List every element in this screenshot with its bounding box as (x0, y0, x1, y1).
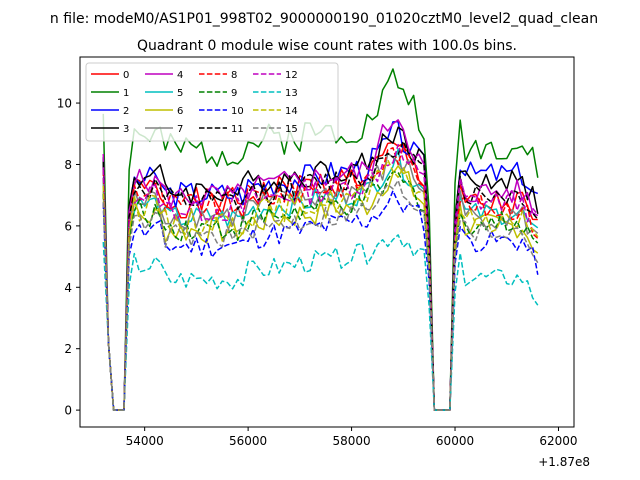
x-tick-label: 54000 (126, 434, 164, 448)
legend-label-11: 11 (231, 124, 244, 135)
legend-label-9: 9 (231, 88, 237, 99)
series-line-13 (102, 234, 539, 411)
chart-title: Quadrant 0 module wise count rates with … (137, 38, 517, 54)
x-tick-label: 60000 (436, 434, 474, 448)
legend-label-15: 15 (285, 124, 298, 135)
series-line-11 (102, 140, 539, 411)
y-tick-label: 4 (64, 281, 72, 295)
x-tick-label: 58000 (332, 434, 370, 448)
legend-label-0: 0 (123, 70, 129, 81)
legend-label-6: 6 (177, 106, 183, 117)
x-axis: 54000 56000 58000 60000 62000 (126, 427, 578, 448)
legend-label-1: 1 (123, 88, 129, 99)
legend-label-4: 4 (177, 70, 183, 81)
y-tick-label: 2 (64, 342, 72, 356)
y-tick-label: 8 (64, 158, 72, 172)
y-tick-label: 6 (64, 219, 72, 233)
series-line-9 (102, 170, 539, 411)
series-line-7 (102, 152, 539, 411)
legend-label-3: 3 (123, 124, 129, 135)
series-line-3 (102, 126, 539, 411)
y-tick-label: 0 (64, 404, 72, 418)
plot-frame (79, 56, 575, 428)
series-layer (102, 68, 539, 411)
legend-label-8: 8 (231, 70, 237, 81)
legend-label-2: 2 (123, 106, 129, 117)
legend-label-7: 7 (177, 124, 183, 135)
series-line-2 (102, 120, 539, 411)
series-line-4 (102, 119, 539, 411)
x-tick-label: 56000 (229, 434, 267, 448)
chart-suptitle: n file: modeM0/AS1P01_998T02_9000000190_… (50, 11, 598, 27)
legend-label-10: 10 (231, 106, 244, 117)
legend-label-14: 14 (285, 106, 298, 117)
series-line-5 (102, 148, 539, 411)
y-tick-label: 10 (57, 97, 72, 111)
legend-label-13: 13 (285, 88, 298, 99)
series-line-12 (102, 143, 539, 411)
series-line-14 (102, 159, 539, 411)
x-tick-label: 62000 (539, 434, 577, 448)
legend-label-5: 5 (177, 88, 183, 99)
legend-label-12: 12 (285, 70, 298, 81)
series-line-10 (102, 190, 539, 411)
series-line-15 (102, 179, 539, 411)
y-axis: 0 2 4 6 8 10 (57, 97, 80, 418)
legend-box (85, 62, 339, 142)
x-offset-label: +1.87e8 (538, 455, 590, 469)
